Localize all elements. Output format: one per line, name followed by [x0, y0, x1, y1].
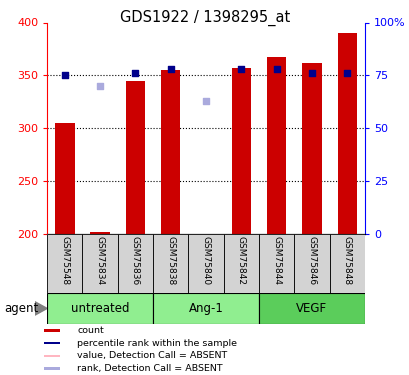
Text: GDS1922 / 1398295_at: GDS1922 / 1398295_at	[119, 9, 290, 26]
Text: percentile rank within the sample: percentile rank within the sample	[77, 339, 236, 348]
Text: count: count	[77, 326, 103, 335]
Text: GSM75848: GSM75848	[342, 236, 351, 285]
Bar	[294, 234, 329, 292]
Bar	[153, 234, 188, 292]
Text: GSM75844: GSM75844	[272, 236, 281, 285]
Text: untreated: untreated	[71, 302, 129, 315]
Point	[97, 83, 103, 89]
Point	[343, 70, 350, 76]
Point	[167, 66, 173, 72]
Text: GSM75840: GSM75840	[201, 236, 210, 285]
Bar	[117, 234, 153, 292]
Text: GSM75838: GSM75838	[166, 236, 175, 285]
Point	[308, 70, 315, 76]
Bar	[44, 329, 61, 332]
Bar	[44, 355, 61, 357]
Bar	[47, 234, 82, 292]
Bar	[337, 33, 356, 234]
Bar	[126, 81, 145, 234]
Text: GSM75548: GSM75548	[60, 236, 69, 285]
Text: GSM75846: GSM75846	[307, 236, 316, 285]
Bar	[44, 342, 61, 344]
Bar	[188, 234, 223, 292]
Text: agent: agent	[4, 302, 38, 315]
Text: VEGF: VEGF	[296, 302, 327, 315]
Text: GSM75842: GSM75842	[236, 236, 245, 285]
Bar	[82, 234, 117, 292]
Bar	[55, 123, 74, 234]
Bar	[153, 292, 258, 324]
Point	[273, 66, 279, 72]
Text: value, Detection Call = ABSENT: value, Detection Call = ABSENT	[77, 351, 227, 360]
Text: GSM75834: GSM75834	[95, 236, 104, 285]
Polygon shape	[35, 302, 47, 315]
Bar	[258, 234, 294, 292]
Bar	[329, 234, 364, 292]
Bar	[301, 63, 321, 234]
Bar	[161, 70, 180, 234]
Bar	[44, 367, 61, 369]
Text: rank, Detection Call = ABSENT: rank, Detection Call = ABSENT	[77, 364, 222, 373]
Point	[132, 70, 138, 76]
Text: Ang-1: Ang-1	[188, 302, 223, 315]
Bar	[47, 292, 153, 324]
Bar	[90, 232, 110, 234]
Point	[61, 72, 68, 78]
Bar	[223, 234, 258, 292]
Point	[202, 98, 209, 104]
Point	[238, 66, 244, 72]
Bar	[266, 57, 285, 234]
Bar	[258, 292, 364, 324]
Text: GSM75836: GSM75836	[130, 236, 139, 285]
Bar	[231, 68, 250, 234]
